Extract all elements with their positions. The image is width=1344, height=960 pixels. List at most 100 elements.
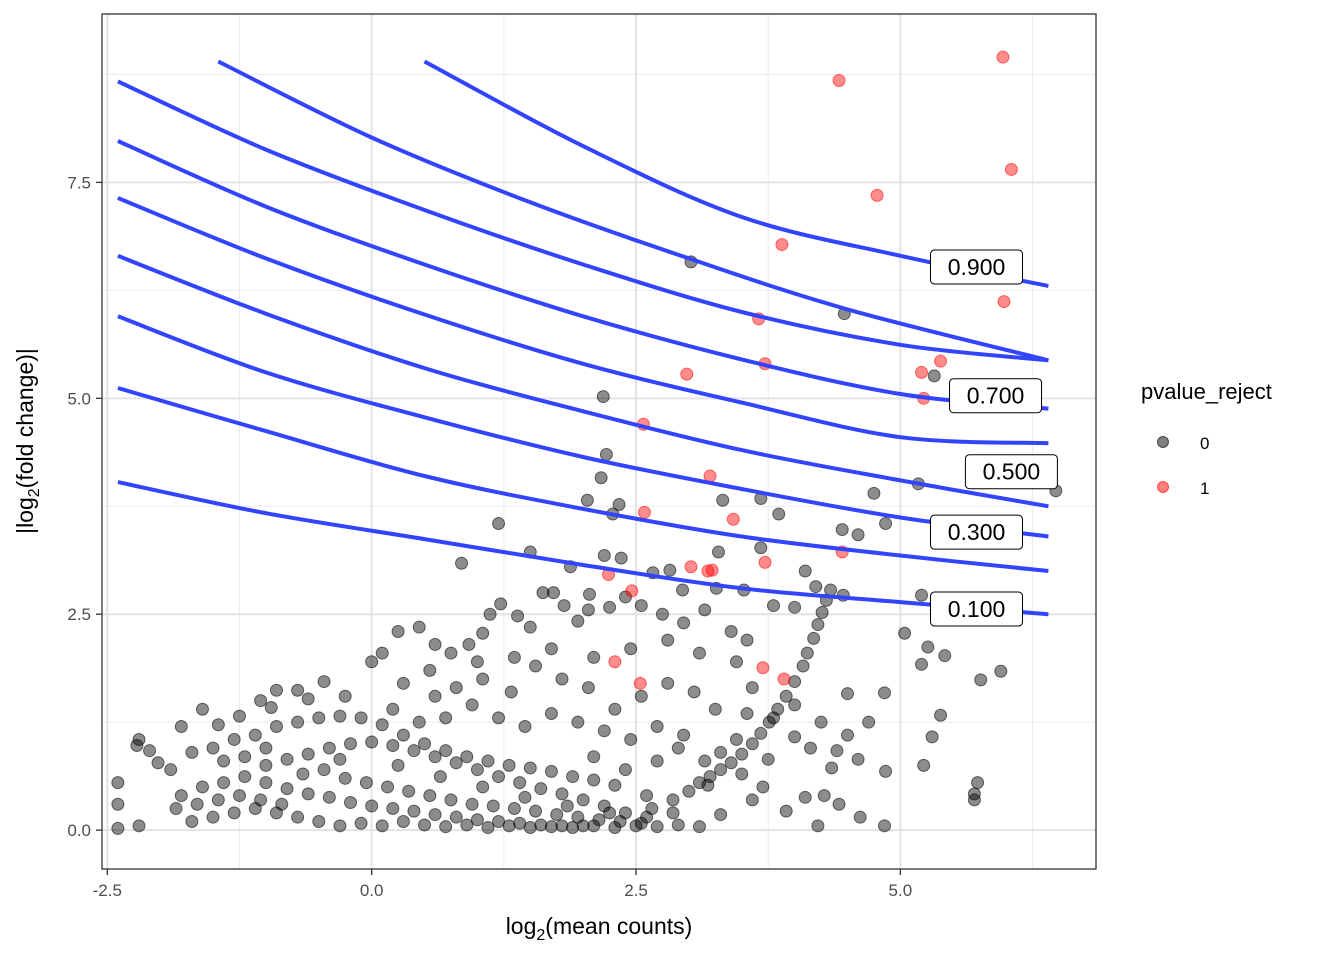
point-reject-0 bbox=[879, 764, 893, 778]
contour-curve-0 bbox=[117, 480, 1049, 617]
point-reject-0 bbox=[555, 787, 569, 801]
point-reject-0 bbox=[232, 789, 246, 803]
point-reject-0 bbox=[934, 708, 948, 722]
point-reject-0 bbox=[507, 802, 521, 816]
point-reject-0 bbox=[428, 750, 442, 764]
point-reject-0 bbox=[465, 698, 479, 712]
contour-label: 0.900 bbox=[930, 249, 1024, 285]
point-reject-1 bbox=[680, 367, 694, 381]
point-reject-0 bbox=[550, 808, 564, 822]
point-reject-0 bbox=[407, 744, 421, 758]
point-reject-0 bbox=[582, 587, 596, 601]
point-reject-0 bbox=[788, 600, 802, 614]
point-reject-0 bbox=[407, 804, 421, 818]
point-reject-0 bbox=[132, 732, 146, 746]
point-reject-0 bbox=[502, 819, 516, 833]
point-reject-0 bbox=[206, 741, 220, 755]
point-reject-0 bbox=[815, 606, 829, 619]
point-reject-0 bbox=[740, 633, 754, 647]
point-reject-0 bbox=[391, 758, 405, 772]
point-reject-0 bbox=[571, 614, 585, 628]
point-reject-1 bbox=[775, 238, 789, 252]
point-reject-0 bbox=[386, 702, 400, 716]
point-reject-0 bbox=[879, 517, 893, 531]
legend: pvalue_reject 0 1 bbox=[1141, 379, 1272, 501]
point-reject-0 bbox=[259, 741, 273, 755]
point-reject-0 bbox=[423, 663, 437, 677]
point-reject-0 bbox=[974, 673, 988, 687]
point-reject-1 bbox=[625, 584, 639, 598]
contour-labels: 0.100 0.300 0.500 0.700 0.900 bbox=[930, 249, 1058, 627]
point-reject-0 bbox=[402, 784, 416, 798]
point-reject-0 bbox=[428, 689, 442, 703]
point-reject-0 bbox=[523, 761, 537, 775]
point-reject-0 bbox=[745, 793, 759, 807]
point-reject-0 bbox=[571, 810, 585, 824]
point-reject-0 bbox=[544, 764, 558, 778]
y-tick-label: 7.5 bbox=[67, 173, 91, 192]
point-reject-0 bbox=[547, 586, 561, 600]
point-reject-0 bbox=[661, 633, 675, 647]
point-reject-0 bbox=[729, 655, 743, 669]
point-reject-0 bbox=[779, 804, 793, 818]
point-reject-0 bbox=[333, 819, 347, 833]
point-reject-0 bbox=[666, 793, 680, 807]
point-reject-0 bbox=[494, 597, 508, 611]
point-reject-0 bbox=[344, 737, 357, 751]
point-reject-0 bbox=[967, 793, 981, 807]
point-reject-0 bbox=[788, 730, 802, 744]
point-reject-0 bbox=[333, 709, 347, 723]
contour-label-text: 0.900 bbox=[948, 254, 1006, 280]
point-reject-0 bbox=[592, 813, 606, 827]
point-reject-0 bbox=[536, 586, 550, 600]
point-reject-0 bbox=[788, 675, 802, 689]
point-reject-0 bbox=[227, 732, 241, 746]
point-reject-0 bbox=[365, 655, 379, 669]
point-reject-0 bbox=[259, 776, 273, 790]
point-reject-0 bbox=[291, 715, 305, 729]
point-reject-0 bbox=[248, 728, 262, 742]
point-reject-0 bbox=[534, 782, 548, 796]
contour-curve-1 bbox=[117, 386, 1049, 573]
point-reject-0 bbox=[365, 735, 379, 749]
point-reject-0 bbox=[832, 797, 846, 811]
y-axis-title-main: |log bbox=[12, 497, 38, 534]
contour-label: 0.300 bbox=[930, 514, 1024, 550]
point-reject-0 bbox=[476, 780, 490, 794]
point-reject-0 bbox=[317, 763, 331, 777]
point-reject-0 bbox=[587, 773, 601, 787]
point-reject-0 bbox=[544, 707, 558, 721]
point-reject-0 bbox=[729, 732, 743, 746]
y-axis-title-subscript: 2 bbox=[26, 488, 43, 497]
point-reject-0 bbox=[557, 599, 571, 613]
point-reject-0 bbox=[301, 747, 315, 761]
point-reject-0 bbox=[269, 720, 283, 733]
point-reject-0 bbox=[612, 498, 626, 512]
point-reject-0 bbox=[841, 687, 854, 701]
point-reject-0 bbox=[618, 763, 632, 777]
point-reject-0 bbox=[444, 793, 458, 807]
contour-label-text: 0.700 bbox=[967, 383, 1025, 409]
x-tick-label: 0.0 bbox=[360, 881, 384, 900]
point-reject-0 bbox=[449, 681, 463, 695]
point-reject-0 bbox=[164, 763, 178, 777]
point-reject-0 bbox=[275, 797, 289, 811]
point-reject-0 bbox=[898, 626, 912, 640]
point-reject-0 bbox=[291, 683, 305, 697]
point-reject-0 bbox=[206, 810, 220, 824]
point-reject-0 bbox=[711, 545, 725, 559]
point-reject-0 bbox=[650, 754, 664, 768]
point-reject-0 bbox=[301, 692, 315, 706]
point-reject-0 bbox=[597, 549, 611, 562]
y-axis: 0.0 2.5 5.0 7.5 bbox=[67, 173, 102, 840]
point-reject-0 bbox=[486, 799, 500, 813]
point-reject-0 bbox=[835, 523, 849, 537]
contour-curve-6 bbox=[117, 79, 1049, 363]
point-reject-0 bbox=[518, 720, 532, 733]
point-reject-0 bbox=[483, 607, 497, 621]
point-reject-0 bbox=[703, 770, 717, 784]
point-reject-0 bbox=[735, 767, 749, 781]
point-reject-0 bbox=[460, 750, 474, 764]
point-reject-0 bbox=[878, 819, 892, 833]
point-reject-0 bbox=[613, 815, 627, 828]
